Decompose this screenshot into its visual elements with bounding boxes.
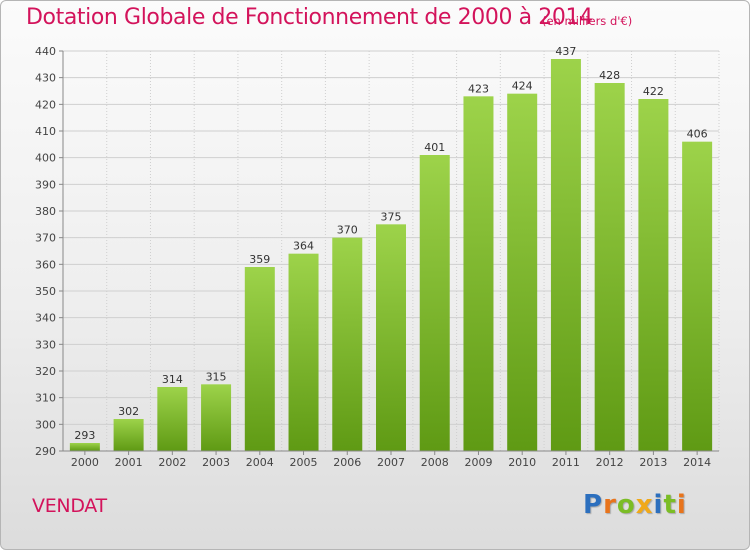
- bar-value-label: 424: [512, 80, 533, 93]
- bar-value-label: 370: [337, 224, 358, 237]
- x-tick-label: 2007: [377, 456, 405, 469]
- y-tick-label: 310: [35, 392, 56, 405]
- y-tick-label: 340: [35, 312, 56, 325]
- commune-name: VENDAT: [32, 495, 107, 517]
- bar-value-label: 302: [118, 405, 139, 418]
- x-tick-label: 2009: [464, 456, 492, 469]
- logo-letter: t: [663, 490, 677, 520]
- bar-value-label: 401: [424, 141, 445, 154]
- bar-value-label: 428: [599, 69, 620, 82]
- x-tick-label: 2000: [71, 456, 99, 469]
- bar-2009[interactable]: [463, 96, 494, 451]
- y-tick-label: 400: [35, 152, 56, 165]
- logo-letter: i: [653, 490, 664, 520]
- y-tick-label: 410: [35, 125, 56, 138]
- x-tick-label: 2002: [158, 456, 186, 469]
- chart-unit-label: (en milliers d'€): [542, 14, 633, 28]
- bar-2013[interactable]: [638, 99, 669, 451]
- x-tick-label: 2006: [333, 456, 361, 469]
- y-tick-label: 320: [35, 365, 56, 378]
- x-tick-label: 2003: [202, 456, 230, 469]
- bar-value-label: 437: [555, 45, 576, 58]
- x-tick-label: 2004: [246, 456, 274, 469]
- x-tick-label: 2013: [639, 456, 667, 469]
- x-tick-label: 2011: [552, 456, 580, 469]
- bar-value-label: 359: [249, 253, 270, 266]
- bar-value-label: 423: [468, 82, 489, 95]
- bar-value-label: 375: [381, 210, 402, 223]
- bar-2006[interactable]: [332, 237, 363, 451]
- y-tick-label: 370: [35, 232, 56, 245]
- y-tick-label: 380: [35, 205, 56, 218]
- y-tick-label: 430: [35, 72, 56, 85]
- logo-letter: x: [635, 490, 654, 520]
- x-tick-label: 2010: [508, 456, 536, 469]
- bar-value-label: 422: [643, 85, 664, 98]
- chart-title: Dotation Globale de Fonctionnement de 20…: [26, 5, 593, 30]
- bar-2002[interactable]: [157, 387, 188, 451]
- bar-value-label: 406: [687, 128, 708, 141]
- bars: 293 302 314 315 359 364 370 375 401 423 424 437 428 4…: [69, 45, 713, 452]
- bar-value-label: 364: [293, 240, 314, 253]
- bar-value-label: 293: [74, 429, 95, 442]
- logo-letter: P: [583, 490, 604, 520]
- x-tick-label: 2001: [115, 456, 143, 469]
- y-tick-label: 440: [35, 45, 56, 58]
- y-tick-label: 390: [35, 178, 56, 191]
- bar-value-label: 314: [162, 373, 183, 386]
- x-tick-label: 2005: [290, 456, 318, 469]
- axes: 290 300 310 320 330 340 350 360 370 380 390 400 410 4…: [35, 45, 719, 469]
- bar-2008[interactable]: [419, 155, 450, 451]
- bar-2011[interactable]: [550, 59, 581, 451]
- x-tick-label: 2008: [421, 456, 449, 469]
- bar-2010[interactable]: [507, 93, 538, 452]
- bar-2003[interactable]: [201, 384, 232, 451]
- y-tick-label: 360: [35, 258, 56, 271]
- y-tick-label: 420: [35, 98, 56, 111]
- bar-2001[interactable]: [113, 419, 144, 451]
- y-tick-label: 350: [35, 285, 56, 298]
- logo-letter: i: [676, 490, 687, 520]
- x-tick-label: 2014: [683, 456, 711, 469]
- bar-2014[interactable]: [682, 141, 713, 451]
- bar-2000[interactable]: [69, 443, 100, 451]
- logo-letter: r: [603, 490, 617, 520]
- bar-2004[interactable]: [244, 267, 275, 451]
- x-tick-label: 2012: [596, 456, 624, 469]
- logo-letter: o: [616, 490, 636, 520]
- y-tick-label: 290: [35, 445, 56, 458]
- bar-2007[interactable]: [376, 224, 406, 451]
- y-tick-label: 300: [35, 418, 56, 431]
- y-tick-label: 330: [35, 338, 56, 351]
- proxiti-logo[interactable]: Proxiti: [583, 490, 687, 520]
- bar-value-label: 315: [206, 370, 227, 383]
- bar-2005[interactable]: [288, 253, 319, 451]
- bar-2012[interactable]: [594, 83, 625, 451]
